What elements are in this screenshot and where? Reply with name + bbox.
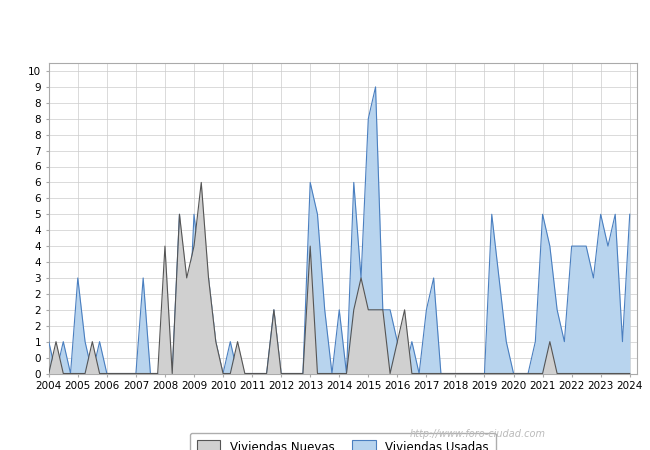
Text: http://www.foro-ciudad.com: http://www.foro-ciudad.com: [410, 429, 545, 439]
Text: Cabañas Raras - Evolucion del Nº de Transacciones Inmobiliarias: Cabañas Raras - Evolucion del Nº de Tran…: [101, 13, 549, 27]
Legend: Viviendas Nuevas, Viviendas Usadas: Viviendas Nuevas, Viviendas Usadas: [190, 433, 496, 450]
